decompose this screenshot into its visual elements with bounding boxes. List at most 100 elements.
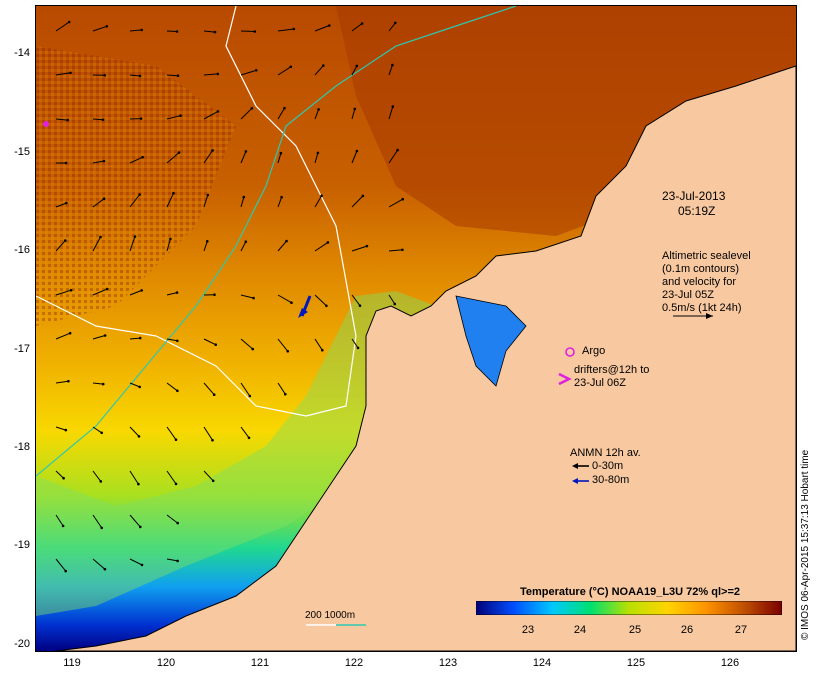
velocity-arrow-head	[105, 25, 109, 28]
colorbar-tick: 24	[573, 624, 587, 636]
velocity-arrow-head	[66, 118, 69, 122]
lon-tick-label: 123	[438, 657, 458, 669]
velocity-arrow-head	[326, 241, 330, 244]
velocity-arrow	[92, 382, 104, 385]
velocity-arrow	[277, 240, 287, 252]
velocity-arrow-head	[102, 197, 106, 200]
velocity-arrow-head	[248, 394, 252, 398]
velocity-arrow-head	[141, 155, 144, 159]
velocity-arrow	[277, 107, 285, 120]
velocity-arrow	[92, 25, 107, 32]
velocity-arrow	[166, 30, 178, 32]
velocity-arrow	[351, 245, 368, 252]
velocity-arrow	[203, 150, 214, 164]
velocity-arrow-head	[206, 193, 210, 197]
velocity-arrow	[203, 110, 219, 120]
velocity-arrow	[129, 236, 136, 252]
velocity-arrow-head	[216, 72, 220, 76]
velocity-arrow	[92, 514, 103, 529]
velocity-arrow	[203, 338, 216, 346]
velocity-arrow-head	[280, 195, 283, 199]
velocity-arrow	[129, 156, 143, 164]
velocity-arrow-head	[99, 235, 102, 239]
velocity-arrow-head	[174, 438, 178, 442]
velocity-arrow	[277, 338, 289, 352]
velocity-arrow	[388, 149, 399, 164]
velocity-arrow-head	[176, 389, 179, 393]
velocity-arrow-head	[285, 239, 288, 243]
velocity-arrow	[55, 558, 67, 572]
velocity-arrow	[166, 426, 177, 440]
lon-tick-label: 122	[344, 657, 364, 669]
velocity-arrow-head	[252, 296, 255, 300]
velocity-arrow-head	[214, 343, 217, 347]
lat-tick-label: -17	[14, 343, 30, 355]
velocity-arrow-head	[140, 28, 143, 32]
velocity-arrow	[203, 194, 209, 208]
lon-tick-label: 120	[156, 657, 176, 669]
velocity-arrow-head	[284, 392, 287, 396]
velocity-arrow	[92, 198, 105, 208]
lat-tick-label: -15	[14, 146, 30, 158]
velocity-arrow	[129, 514, 141, 528]
velocity-arrow	[314, 25, 330, 32]
velocity-arrow	[92, 335, 106, 340]
velocity-arrow	[314, 152, 319, 164]
velocity-arrow-head	[140, 289, 143, 292]
velocity-arrow-head	[103, 74, 106, 77]
velocity-arrow-head	[361, 194, 365, 198]
velocity-arrow	[55, 72, 71, 76]
altimetry-legend-line: 0.5m/s (1kt 24h)	[662, 302, 742, 314]
velocity-arrow-head	[68, 331, 72, 335]
velocity-arrow-head	[286, 350, 290, 353]
velocity-arrow-head	[254, 69, 258, 72]
velocity-arrow-head	[172, 191, 175, 195]
velocity-arrow	[240, 382, 251, 397]
bathy-legend-label: 200 1000m	[305, 610, 356, 621]
velocity-arrow	[351, 65, 358, 76]
velocity-arrow-head	[100, 431, 103, 435]
velocity-arrow	[166, 558, 178, 562]
velocity-arrow-head	[176, 339, 179, 343]
velocity-arrow	[92, 288, 108, 296]
argo-legend-icon	[565, 347, 575, 357]
land-kimberley-coast	[55, 65, 796, 651]
velocity-arrow	[55, 202, 67, 208]
velocity-arrow	[166, 382, 178, 392]
velocity-arrow	[92, 426, 102, 434]
velocity-arrow-head	[391, 105, 395, 108]
velocity-arrow	[203, 426, 213, 441]
velocity-arrow-head	[253, 30, 257, 33]
velocity-arrow-head	[365, 244, 369, 248]
colorbar	[476, 601, 782, 615]
velocity-arrow	[240, 107, 253, 120]
velocity-arrow-head	[138, 336, 142, 340]
sst-map[interactable]	[35, 5, 797, 652]
velocity-arrow	[314, 338, 323, 351]
velocity-arrow	[129, 194, 141, 208]
velocity-arrow-head	[356, 346, 360, 350]
velocity-arrow-head	[138, 385, 141, 389]
velocity-arrow-head	[401, 197, 405, 201]
velocity-arrow-head	[176, 74, 180, 77]
velocity-arrow	[277, 382, 286, 395]
credit-text: © IMOS 06-Apr-2015 15:37:13 Hobart time	[800, 449, 811, 640]
argo-float-marker[interactable]	[43, 121, 49, 127]
velocity-arrow-head	[69, 71, 72, 75]
velocity-arrow-head	[289, 65, 293, 69]
colorbar-tick: 25	[628, 624, 642, 636]
velocity-arrow	[166, 192, 174, 208]
velocity-arrow	[166, 514, 179, 524]
velocity-arrow-head	[139, 525, 142, 529]
velocity-arrow-head	[242, 195, 246, 199]
velocity-arrow	[314, 109, 320, 120]
velocity-arrow	[240, 338, 254, 350]
velocity-arrow	[203, 470, 214, 482]
velocity-arrow-head	[328, 24, 331, 27]
drifter-legend-icon	[558, 372, 572, 386]
velocity-arrow	[351, 294, 361, 306]
velocity-arrow	[240, 294, 254, 299]
velocity-arrow-head	[174, 482, 178, 486]
anmn-deep-label: 30-80m	[592, 474, 630, 486]
velocity-arrow-head	[102, 159, 106, 163]
